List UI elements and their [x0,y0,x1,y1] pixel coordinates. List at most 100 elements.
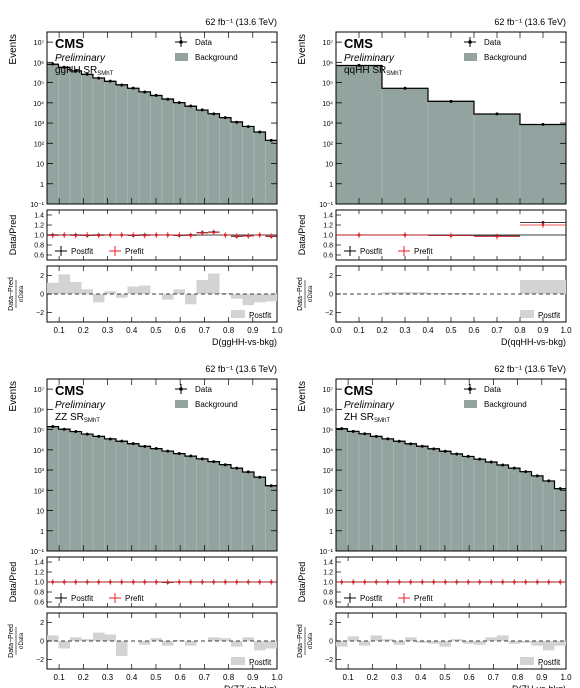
background-bar [381,88,429,205]
ratio-tick-label: 1.0 [34,233,44,240]
data-marker [200,457,204,461]
x-tick-label: 0.7 [491,326,503,335]
data-point [162,97,174,101]
background-bar [150,95,163,205]
x-tick-label: 0.1 [343,673,355,682]
data-marker [351,429,355,433]
data-point [428,447,440,451]
data-point [185,454,197,458]
ratio-prefit-point [189,580,193,584]
data-point [70,69,82,73]
pull-bar [382,292,428,294]
background-bar [196,458,209,552]
data-marker [62,65,66,69]
data-marker [74,429,78,433]
legend-prefit-label: Prefit [414,247,433,256]
legend-data-label: Data [484,385,501,394]
pull-bar [359,641,371,646]
x-tick-label: 0.4 [415,673,427,682]
pull-bar [58,641,70,649]
lumi-label: 62 fb⁻¹ (13.6 TeV) [205,17,277,27]
pull-bar [254,641,266,651]
background-bar [519,471,532,552]
ratio-prefit-point [363,580,367,584]
legend-prefit-label: Prefit [414,594,433,603]
background-bar [104,438,117,552]
ratio-tick-label: 0.6 [34,600,44,607]
data-marker [501,463,505,467]
pull-bar [382,639,394,641]
x-tick-label: 0.2 [78,673,90,682]
pull-bar [47,635,59,641]
region-sub-label: SMhT [84,418,100,424]
data-marker [246,125,250,129]
data-marker [269,138,273,142]
pull-bar [196,280,208,294]
data-point [196,108,208,112]
y-axis-label: Events [297,34,308,65]
ratio-prefit-point [177,580,181,584]
data-point [531,474,543,478]
y-tick-label: 1 [329,529,333,536]
chart-panel-3: 62 fb⁻¹ (13.6 TeV) 10⁻¹ 1 10 10² 10³ 10⁴ 10⁵ 10⁶… [8,364,283,688]
pull-bar [336,641,348,647]
ratio-prefit-point [340,580,344,584]
data-marker [541,122,545,126]
ratio-prefit-point [108,580,112,584]
ratio-prefit-point [386,580,390,584]
data-point [150,93,162,97]
ratio-prefit-point [432,580,436,584]
background-bar [138,446,151,552]
data-marker [409,442,413,446]
y-tick-label: 10⁶ [33,60,44,67]
x-tick-label: 0.1 [353,326,365,335]
pull-bar [81,639,93,641]
y-tick-label: 10² [34,141,45,148]
x-tick-label: 1.0 [560,326,572,335]
pull-axis-label-numerator: Data−Pred [297,624,304,658]
background-bar [115,84,128,205]
data-marker [432,447,436,451]
data-marker [154,93,158,97]
x-tick-label: 0.3 [391,673,403,682]
ratio-tick-label: 1.0 [34,580,44,587]
data-point [474,457,486,461]
ratio-prefit-point [189,234,193,237]
data-point [185,104,197,108]
pull-tick-label: −2 [36,657,44,664]
data-point [196,457,208,461]
pull-bar [208,273,220,294]
background-bar [253,131,266,205]
ratio-prefit-point [403,233,407,237]
background-bar [370,436,383,552]
ratio-prefit-point [351,580,355,584]
x-tick-label: 1.0 [271,673,283,682]
x-tick-label: 0.4 [126,326,138,335]
x-axis-label: D(ZZ-vs-bkg) [224,684,277,688]
pull-legend-label: Postfit [538,311,561,320]
x-tick-label: 0.9 [247,326,259,335]
y-tick-label: 10⁴ [322,448,333,455]
pull-bar [81,289,93,294]
pull-axis-label-denominator: σData [308,632,314,649]
data-point [359,432,371,436]
background-bar [81,74,94,205]
data-marker [189,454,193,458]
y-tick-label: 10 [36,162,44,169]
pull-tick-label: 0 [329,639,333,646]
background-bar [531,475,544,552]
x-tick-label: 0.8 [223,673,235,682]
pull-bar [104,634,116,641]
data-point [254,130,266,134]
pull-axis-label-numerator: Data−Pred [8,277,15,311]
ratio-prefit-point [501,580,505,584]
ratio-prefit-point [212,580,216,584]
background-bar [253,476,266,552]
data-marker [223,116,227,120]
background-bar [242,126,255,205]
y-tick-label: 10⁷ [34,40,45,47]
data-point [231,120,243,124]
data-point [208,112,220,116]
ratio-prefit-point [51,580,55,584]
region-label: qqHH SRSMhT [344,65,403,77]
